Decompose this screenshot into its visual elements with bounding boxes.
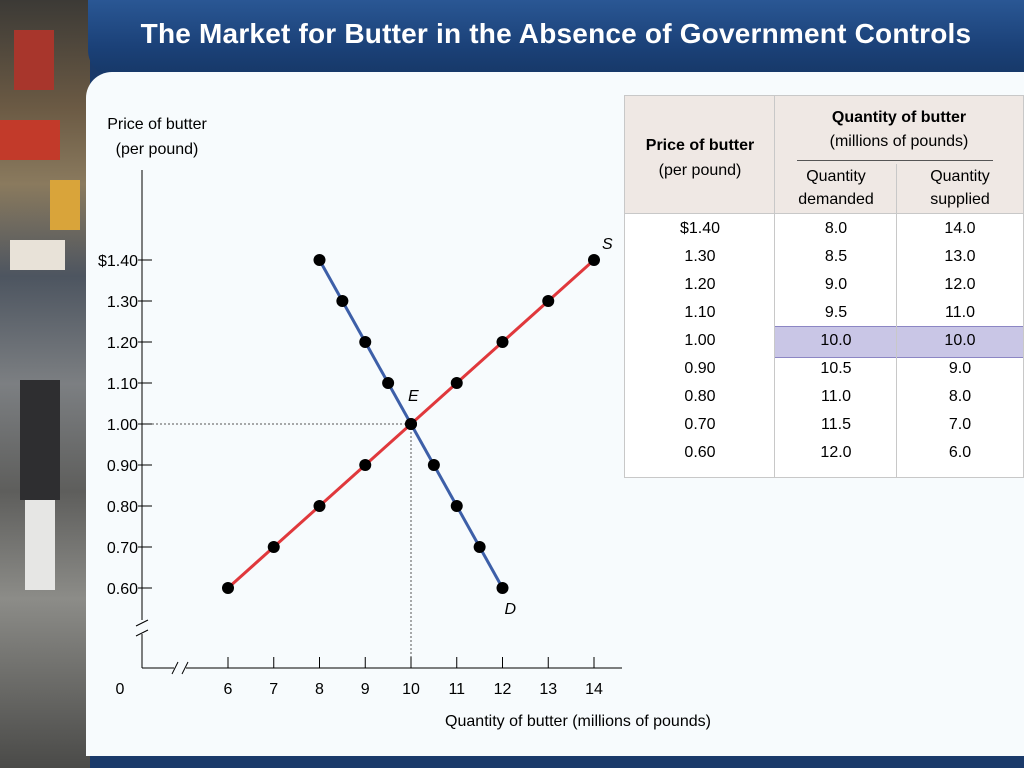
supply-point xyxy=(588,254,600,266)
x-tick-label: 7 xyxy=(269,681,278,698)
demand-point xyxy=(313,254,326,266)
demand-point xyxy=(382,377,395,389)
table-cell-price: 1.10 xyxy=(684,304,716,321)
ticks: 6 7 8 9 10 11 12 13 14 $1.40 1.30 1.20 1.10 1.00 0.90 0… xyxy=(98,253,603,698)
demand-point xyxy=(496,582,509,594)
x-tick-label: 9 xyxy=(361,681,370,698)
title-bar: The Market for Butter in the Absence of … xyxy=(88,0,1024,78)
demand-point xyxy=(336,295,349,307)
y-tick-label: 1.30 xyxy=(107,294,138,311)
slide-title: The Market for Butter in the Absence of … xyxy=(140,18,972,49)
equilibrium-label: E xyxy=(408,388,419,405)
table-cell-supplied: 10.0 xyxy=(944,332,976,349)
background-photo xyxy=(0,0,90,768)
y-tick-label: 0.70 xyxy=(107,540,138,557)
supply-demand-table: Price of butter (per pound) Quantity of … xyxy=(624,95,1024,478)
table-cell-demanded: 11.0 xyxy=(821,388,851,405)
y-tick-label: $1.40 xyxy=(98,253,138,270)
table-cell-supplied: 11.0 xyxy=(945,304,975,321)
table-cell-demanded: 12.0 xyxy=(820,444,852,461)
x-axis-label: Quantity of butter (millions of pounds) xyxy=(445,713,711,730)
price-header: Price of butter xyxy=(645,137,755,154)
supply-point xyxy=(542,295,555,307)
supply-point xyxy=(267,541,280,553)
col-supplied-line1: Quantity xyxy=(930,168,990,185)
qty-header-rule xyxy=(797,160,993,161)
origin-label: 0 xyxy=(116,681,125,698)
supply-point xyxy=(359,459,372,471)
col-demanded-line1: Quantity xyxy=(806,168,866,185)
demand-point xyxy=(405,418,417,430)
col-divider-qty xyxy=(896,164,897,477)
table-cell-demanded: 10.0 xyxy=(820,332,852,349)
table-cell-demanded: 10.5 xyxy=(820,360,852,377)
x-tick-label: 6 xyxy=(224,681,233,698)
x-tick-label: 13 xyxy=(539,681,557,698)
demand-point xyxy=(450,500,463,512)
y-tick-label: 1.20 xyxy=(107,335,138,352)
price-header-sub: (per pound) xyxy=(658,162,742,179)
table-cell-demanded: 11.5 xyxy=(821,416,851,433)
table-cell-price: 1.30 xyxy=(684,248,716,265)
demand-point xyxy=(473,541,486,553)
table-cell-price: 1.20 xyxy=(684,276,716,293)
supply-point xyxy=(313,500,326,512)
qty-header-sub: (millions of pounds) xyxy=(829,133,969,150)
table-cell-demanded: 8.0 xyxy=(824,220,848,237)
x-axis-break-mark xyxy=(181,661,189,675)
y-axis-label-line1: Price of butter xyxy=(107,116,207,133)
table-cell-price: 0.80 xyxy=(684,388,716,405)
table-cell-price: 0.90 xyxy=(684,360,716,377)
y-axis-break-mark xyxy=(135,619,149,627)
y-tick-label: 1.10 xyxy=(107,376,138,393)
y-tick-label: 0.80 xyxy=(107,499,138,516)
equilibrium-row-highlight xyxy=(775,326,1023,358)
supply-point xyxy=(222,582,234,594)
qty-header: Quantity of butter xyxy=(831,109,967,126)
annotations: S D E xyxy=(408,236,613,618)
y-tick-label: 0.90 xyxy=(107,458,138,475)
table-cell-supplied: 13.0 xyxy=(944,248,976,265)
x-tick-label: 14 xyxy=(585,681,603,698)
table-cell-supplied: 7.0 xyxy=(948,416,972,433)
table-cell-supplied: 8.0 xyxy=(948,388,972,405)
table-cell-supplied: 12.0 xyxy=(944,276,976,293)
demand-point xyxy=(359,336,372,348)
y-tick-label: 0.60 xyxy=(107,581,138,598)
x-tick-label: 8 xyxy=(315,681,324,698)
table-cell-supplied: 9.0 xyxy=(948,360,972,377)
table-cell-demanded: 8.5 xyxy=(824,248,848,265)
header-divider xyxy=(625,213,1023,214)
table-cell-demanded: 9.0 xyxy=(824,276,848,293)
x-tick-label: 10 xyxy=(402,681,420,698)
x-tick-label: 12 xyxy=(494,681,512,698)
y-tick-label: 1.00 xyxy=(107,417,138,434)
demand-curve-label: D xyxy=(505,601,517,618)
col-divider-price xyxy=(774,96,775,477)
y-axis-break-mark xyxy=(135,629,149,637)
x-axis-break-mark xyxy=(171,661,179,675)
series-points xyxy=(222,254,600,594)
equilibrium-guides xyxy=(152,423,412,657)
supply-point xyxy=(450,377,463,389)
col-demanded-line2: demanded xyxy=(798,191,874,208)
axes xyxy=(135,170,622,675)
table-cell-demanded: 9.5 xyxy=(824,304,848,321)
col-supplied-line2: supplied xyxy=(930,191,990,208)
supply-point xyxy=(496,336,509,348)
y-axis-label-line2: (per pound) xyxy=(116,141,199,158)
supply-curve-label: S xyxy=(602,236,613,253)
table-cell-price: 0.60 xyxy=(684,444,716,461)
table-cell-price: $1.40 xyxy=(679,220,721,237)
demand-point xyxy=(427,459,440,471)
table-cell-price: 0.70 xyxy=(684,416,716,433)
table-header xyxy=(625,96,1023,213)
x-tick-label: 11 xyxy=(448,681,465,698)
table-cell-supplied: 14.0 xyxy=(944,220,976,237)
table-cell-price: 1.00 xyxy=(684,332,716,349)
table-cell-supplied: 6.0 xyxy=(948,444,972,461)
